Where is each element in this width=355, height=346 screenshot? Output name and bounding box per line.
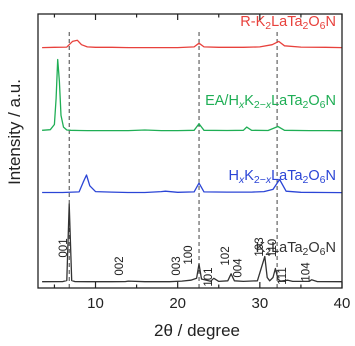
series-label-2: EA/HxK2−xLaTa2O6N [205,93,336,111]
x-axis-label: 2θ / degree [154,321,240,340]
peak-label-104: 104 [301,262,313,282]
series-labels: R-K2LaTa2O6N EA/HxK2−xLaTa2O6N HxK2−xLaTa2… [205,14,336,258]
series-line-2 [42,58,343,132]
peak-label-001: 001 [58,238,70,257]
peak-label-103: 103 [254,237,266,256]
x-tick-label-30: 30 [251,295,268,312]
peak-label-004: 004 [232,258,244,278]
x-tick-label-10: 10 [87,295,104,312]
x-tick-label-20: 20 [169,295,186,312]
peak-label-110: 110 [267,239,279,257]
peak-label-003: 003 [171,256,183,275]
series-line-1 [42,39,343,49]
series-label-1: R-K2LaTa2O6N [240,14,336,32]
x-tick-label-40: 40 [334,295,351,312]
reference-dashed-lines [68,32,278,288]
peak-label-111: 111 [277,267,289,284]
peak-label-002: 002 [114,256,126,275]
series-line-3 [42,174,343,194]
series-line-4 [42,203,343,283]
series-lines [42,39,343,283]
peak-label-100: 100 [183,245,195,264]
plot-frame [37,13,343,289]
axes: 10 20 30 40 [37,13,351,312]
series-label-4: K2LaTa2O6N [256,240,336,258]
series-label-3: HxK2−xLaTa2O6N [228,168,336,186]
y-axis-label: Intensity / a.u. [5,79,24,185]
peak-label-102: 102 [220,246,232,265]
peak-label-101: 101 [203,267,215,286]
